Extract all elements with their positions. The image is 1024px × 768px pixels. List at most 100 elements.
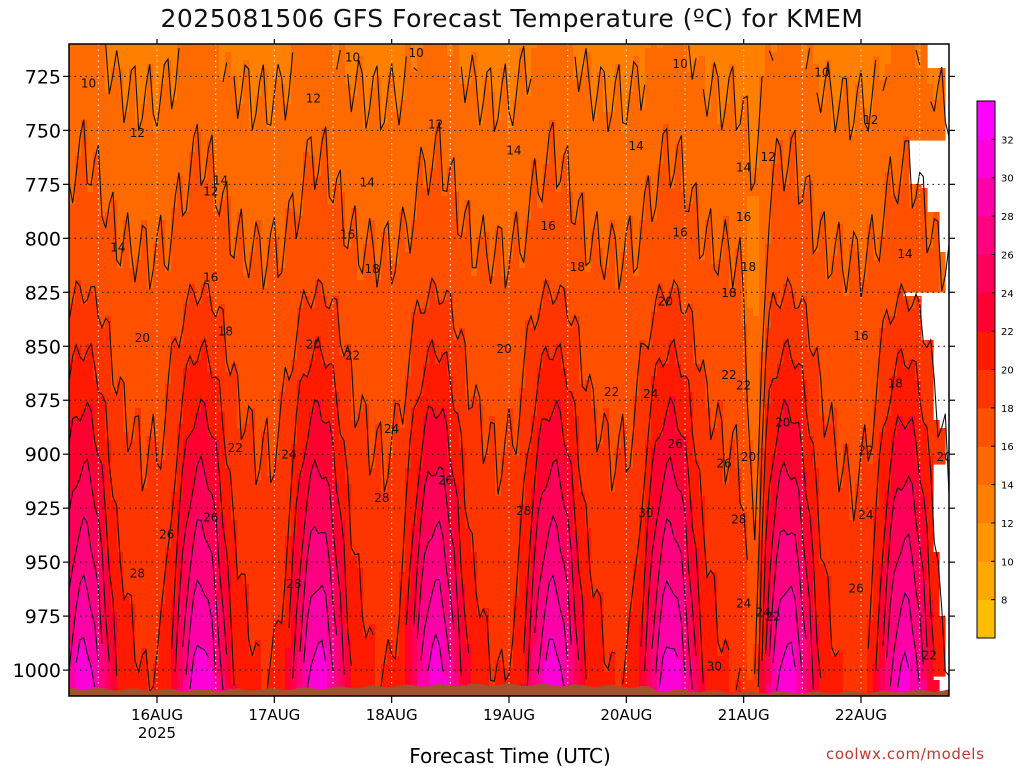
temperature-cell-4201 (873, 448, 880, 453)
temperature-cell-4081 (141, 444, 148, 449)
temperature-cell-4206 (69, 452, 100, 457)
temperature-cell-1226 (99, 168, 190, 173)
temperature-cell-2024 (699, 240, 706, 245)
temperature-cell-4459 (147, 468, 178, 473)
temperature-cell-2328 (849, 260, 862, 265)
temperature-cell-1237 (429, 168, 442, 173)
temperature-cell-4888 (297, 496, 310, 501)
temperature-cell-84 (765, 52, 802, 57)
temperature-cell-4508 (789, 468, 802, 473)
temperature-cell-1763 (255, 224, 262, 229)
temperature-cell-1325 (771, 176, 784, 181)
temperature-cell-2754 (111, 316, 184, 321)
temperature-cell-4297 (495, 456, 502, 461)
temperature-cell-2571 (315, 292, 322, 297)
temperature-cell-4530 (231, 472, 256, 477)
temperature-cell-2756 (225, 316, 298, 321)
temperature-cell-813 (603, 108, 616, 113)
temperature-cell-2733 (225, 312, 298, 317)
temperature-cell-4916 (777, 496, 802, 501)
temperature-cell-3450 (819, 400, 874, 405)
temperature-cell-918 (507, 120, 514, 125)
temperature-cell-3547 (651, 408, 670, 413)
temperature-cell-2884 (297, 340, 316, 345)
temperature-cell-3729 (531, 420, 544, 425)
temperature-cell-317 (531, 72, 574, 77)
temperature-cell-1753 (123, 224, 130, 229)
temperature-cell-2 (177, 44, 220, 49)
temperature-cell-1977 (873, 236, 880, 241)
temperature-cell-2388 (267, 268, 358, 273)
temperature-cell-1540 (537, 200, 544, 205)
temperature-cell-2196 (525, 252, 586, 257)
temperature-cell-1441 (771, 188, 796, 193)
temperature-cell-1811 (165, 228, 172, 233)
temperature-cell-137 (231, 60, 244, 65)
temperature-cell-768 (603, 104, 616, 109)
temperature-cell-1052 (213, 144, 322, 149)
temperature-cell-3061 (903, 356, 934, 361)
temperature-cell-4188 (729, 448, 736, 453)
temperature-cell-3508 (135, 408, 142, 413)
temperature-cell-4667 (405, 480, 418, 485)
temperature-cell-2403 (633, 268, 640, 273)
temperature-cell-3370 (69, 396, 106, 401)
temperature-cell-1131 (303, 156, 316, 161)
temperature-cell-3657 (447, 416, 460, 421)
temperature-cell-34 (333, 48, 340, 53)
temperature-cell-2466 (747, 276, 760, 281)
temperature-cell-240 (225, 68, 232, 73)
temperature-cell-905 (159, 120, 250, 125)
temperature-cell-1471 (645, 192, 652, 197)
temperature-cell-545 (387, 88, 394, 93)
temperature-cell-1513 (747, 196, 760, 201)
temperature-cell-3412 (207, 400, 220, 405)
temperature-cell-3755 (873, 420, 886, 425)
temperature-cell-1151 (789, 156, 796, 161)
temperature-cell-2926 (525, 344, 556, 349)
temperature-cell-1861 (69, 232, 118, 237)
temperature-cell-1832 (513, 228, 520, 233)
temperature-cell-709 (381, 100, 388, 105)
temperature-cell-2044 (123, 244, 130, 249)
temperature-cell-3970 (339, 436, 370, 441)
temperature-cell-2550 (681, 288, 742, 293)
temperature-cell-3264 (771, 380, 808, 385)
temperature-cell-4895 (423, 496, 448, 501)
temperature-cell-3647 (321, 416, 340, 421)
temperature-cell-2144 (633, 248, 640, 253)
temperature-cell-4359 (525, 460, 538, 465)
temperature-cell-354 (225, 76, 238, 81)
temperature-cell-3825 (909, 424, 916, 429)
temperature-cell-2223 (939, 252, 946, 257)
temperature-cell-4101 (411, 444, 424, 449)
temperature-cell-180 (171, 64, 178, 69)
temperature-cell-3736 (633, 420, 652, 425)
temperature-cell-1792 (759, 224, 772, 229)
temperature-cell-1203 (435, 164, 442, 169)
temperature-cell-4599 (297, 476, 310, 481)
temperature-cell-3211 (333, 376, 352, 381)
temperature-cell-4088 (225, 444, 256, 449)
temperature-cell-260 (531, 68, 574, 73)
temperature-cell-3892 (135, 432, 142, 437)
temperature-cell-2060 (351, 244, 358, 249)
temperature-cell-568 (735, 88, 760, 93)
temperature-cell-872 (255, 116, 268, 121)
temperature-cell-2997 (351, 352, 412, 357)
temperature-cell-278 (825, 68, 832, 73)
temperature-cell-3265 (807, 380, 820, 385)
temperature-cell-1077 (321, 148, 328, 153)
temperature-cell-1979 (927, 236, 934, 241)
temperature-cell-2321 (741, 260, 748, 265)
temperature-cell-830 (873, 108, 946, 113)
temperature-cell-71 (447, 52, 454, 57)
temperature-cell-3901 (267, 432, 280, 437)
temperature-cell-1542 (573, 200, 580, 205)
temperature-cell-4636 (789, 476, 808, 481)
temperature-cell-342 (69, 76, 106, 81)
temperature-cell-4244 (615, 452, 628, 457)
temperature-cell-2755 (183, 316, 226, 321)
temperature-cell-2639 (87, 300, 100, 305)
temperature-cell-2350 (381, 264, 472, 269)
